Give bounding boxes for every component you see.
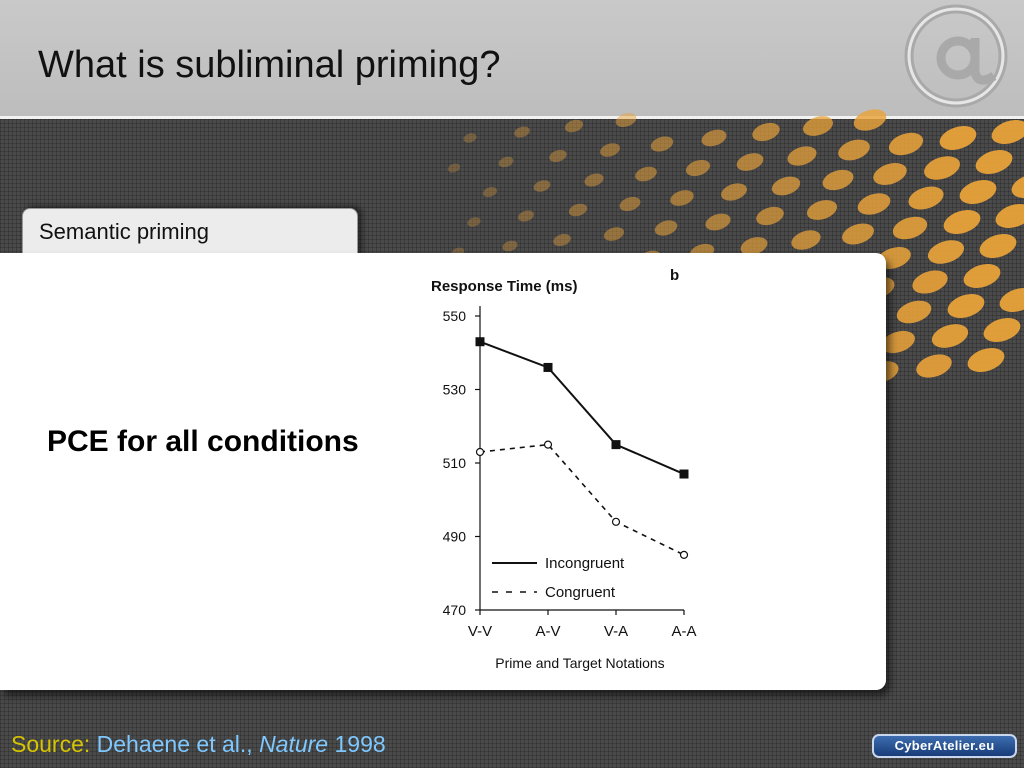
source-citation: Source: Dehaene et al., Nature 1998: [11, 731, 386, 758]
decorative-dot: [916, 354, 952, 378]
decorative-dot: [999, 288, 1024, 312]
decorative-dot: [467, 217, 481, 227]
decorative-dot: [635, 166, 657, 182]
decorative-dot: [736, 153, 764, 171]
decorative-dot: [1011, 174, 1024, 198]
decorative-dot: [670, 190, 694, 206]
decorative-dot: [549, 150, 567, 162]
legend-label: Congruent: [545, 584, 616, 601]
tab-label: Semantic priming: [39, 219, 209, 244]
decorative-dot: [924, 156, 960, 180]
decorative-dot: [502, 240, 518, 252]
decorative-dot: [771, 176, 801, 196]
data-point-marker: [543, 362, 553, 372]
decorative-dot: [822, 169, 854, 191]
content-panel: [0, 253, 886, 690]
decorative-dot: [482, 187, 498, 197]
data-point-marker: [475, 337, 485, 347]
decorative-dot: [857, 193, 891, 215]
decorative-dot: [931, 324, 969, 348]
source-year: 1998: [334, 731, 386, 757]
decorative-dot: [600, 143, 620, 157]
slide-header: What is subliminal priming?: [0, 0, 1024, 119]
x-tick-label: V-A: [604, 623, 628, 640]
series-line: [479, 340, 685, 475]
slide-title: What is subliminal priming?: [38, 44, 501, 86]
tab-semantic-priming[interactable]: Semantic priming: [22, 208, 358, 257]
decorative-dot: [553, 233, 571, 247]
decorative-dot: [584, 173, 604, 187]
decorative-dot: [721, 183, 747, 201]
source-label: Source:: [11, 731, 91, 757]
decorative-dot: [975, 150, 1013, 174]
decorative-dot: [912, 270, 948, 294]
decorative-dot: [892, 216, 928, 240]
x-axis-label: Prime and Target Notations: [495, 655, 664, 671]
decorative-dot: [806, 200, 838, 220]
decorative-dot: [896, 300, 932, 324]
decorative-dot: [654, 220, 678, 236]
decorative-dot: [463, 133, 477, 143]
decorative-dot: [873, 163, 907, 185]
decorative-dot: [908, 186, 944, 210]
decorative-dot: [959, 180, 997, 204]
decorative-dot: [701, 129, 727, 147]
decorative-dot: [650, 136, 674, 152]
decorative-dot: [838, 139, 870, 161]
x-tick-label: V-V: [468, 623, 492, 640]
data-point-marker: [475, 447, 485, 457]
decorative-dot: [752, 122, 780, 142]
y-tick-label: 550: [443, 308, 467, 324]
x-tick-label: A-A: [671, 623, 696, 640]
decorative-dot: [979, 234, 1017, 258]
decorative-dot: [888, 132, 924, 156]
decorative-dot: [685, 159, 711, 177]
decorative-dot: [568, 203, 588, 217]
y-tick-label: 490: [443, 529, 467, 545]
decorative-dot: [791, 230, 821, 250]
decorative-dot: [927, 240, 965, 264]
data-point-marker: [611, 440, 621, 450]
decorative-dot: [991, 120, 1024, 144]
decorative-dot: [943, 210, 981, 234]
decorative-dot: [564, 119, 584, 133]
decorative-dot: [995, 204, 1024, 228]
decorative-dot: [498, 156, 514, 168]
decorative-dot: [619, 196, 641, 212]
data-point-marker: [543, 440, 553, 449]
response-time-chart: b Response Time (ms) 550 530 510 490 470 V-V…: [431, 267, 697, 671]
decorative-dot: [603, 227, 625, 241]
y-tick-label: 510: [443, 455, 467, 471]
decorative-dot: [842, 223, 874, 245]
decorative-dot: [756, 206, 784, 226]
decorative-dot: [983, 318, 1021, 342]
y-tick-label: 530: [443, 382, 467, 398]
data-point-marker: [611, 517, 621, 526]
data-point-marker: [679, 469, 689, 479]
decorative-dot: [533, 180, 551, 192]
decorative-dot: [787, 146, 817, 166]
decorative-dot: [967, 348, 1005, 372]
series-line: [479, 443, 685, 556]
decorative-dot: [518, 210, 534, 222]
decorative-dot: [447, 163, 461, 173]
data-point-marker: [679, 550, 689, 559]
decorative-dot: [963, 264, 1001, 288]
cyberatelier-badge[interactable]: CyberAtelier.eu: [872, 734, 1017, 758]
legend-label: Incongruent: [545, 555, 625, 572]
at-sign-icon: [904, 4, 1008, 108]
source-journal: Nature: [259, 731, 329, 757]
decorative-dot: [939, 126, 977, 150]
panel-letter: b: [670, 267, 679, 284]
y-tick-label: 470: [443, 602, 467, 618]
source-authors: Dehaene et al.,: [96, 731, 253, 757]
main-statement: PCE for all conditions: [47, 425, 359, 458]
chart-title: Response Time (ms): [431, 278, 577, 295]
decorative-dot: [514, 126, 530, 138]
decorative-dot: [947, 294, 985, 318]
x-tick-label: A-V: [535, 623, 560, 640]
decorative-dot: [705, 213, 731, 231]
